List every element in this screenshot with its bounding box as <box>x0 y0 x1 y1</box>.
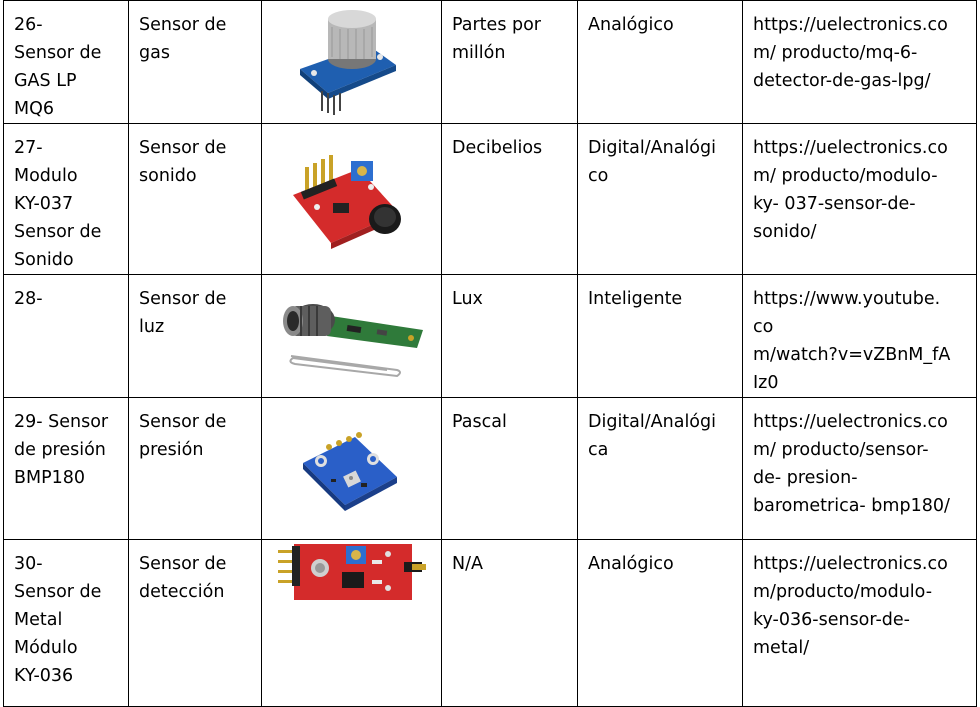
signal-type: Analógico <box>588 554 674 574</box>
signal-type: Digital/Analógi co <box>588 138 716 186</box>
sensor-type-cell: Sensor de luz <box>128 274 262 398</box>
signal-type-cell: Analógico <box>577 539 743 707</box>
signal-type: Analógico <box>588 15 674 35</box>
sensor-type-cell: Sensor de presión <box>128 397 262 540</box>
sensor-image-cell <box>261 0 442 124</box>
light-sensor-image <box>282 304 423 378</box>
sensor-image-cell <box>261 539 442 707</box>
measurement-unit: Pascal <box>452 412 507 432</box>
sensor-name-cell: 29- Sensor de presión BMP180 <box>3 397 129 540</box>
measurement-unit: Partes por millón <box>452 15 542 63</box>
bmp180-pressure-sensor-image <box>302 431 397 511</box>
product-link[interactable]: https://uelectronics.co m/ producto/modu… <box>753 138 948 242</box>
sensor-name: 30- Sensor de Metal Módulo KY-036 <box>14 554 102 686</box>
sensor-type: Sensor de luz <box>139 289 227 337</box>
sensor-image-cell <box>261 397 442 540</box>
sensor-name: 28- <box>14 289 43 309</box>
sensor-type: Sensor de presión <box>139 412 227 460</box>
sensor-image-cell <box>261 123 442 275</box>
table-row: 30- Sensor de Metal Módulo KY-036 Sensor… <box>3 539 977 707</box>
signal-type-cell: Analógico <box>577 0 743 124</box>
link-cell: https://uelectronics.co m/ producto/mq-6… <box>742 0 977 124</box>
link-cell: https://uelectronics.co m/ producto/sens… <box>742 397 977 540</box>
sensor-type-cell: Sensor de detección <box>128 539 262 707</box>
link-cell: https://www.youtube. co m/watch?v=vZBnM_… <box>742 274 977 398</box>
link-cell: https://uelectronics.co m/producto/modul… <box>742 539 977 707</box>
mq6-gas-sensor-image <box>299 10 396 115</box>
sensor-name-cell: 28- <box>3 274 129 398</box>
sensor-type: Sensor de gas <box>139 15 227 63</box>
table-row: 27- Modulo KY-037 Sensor de Sonido Senso… <box>3 123 977 275</box>
measurement-unit-cell: Partes por millón <box>441 0 578 124</box>
sensor-name: 26- Sensor de GAS LP MQ6 <box>14 15 102 119</box>
product-link[interactable]: https://uelectronics.co m/producto/modul… <box>753 554 948 658</box>
signal-type-cell: Digital/Analógi co <box>577 123 743 275</box>
measurement-unit: Lux <box>452 289 483 309</box>
sensor-table: 26- Sensor de GAS LP MQ6 Sensor de gas <box>3 0 977 707</box>
measurement-unit-cell: N/A <box>441 539 578 707</box>
signal-type: Inteligente <box>588 289 683 309</box>
table-row: 29- Sensor de presión BMP180 Sensor de p… <box>3 397 977 540</box>
product-link[interactable]: https://uelectronics.co m/ producto/mq-6… <box>753 15 948 91</box>
product-link[interactable]: https://uelectronics.co m/ producto/sens… <box>753 412 950 516</box>
measurement-unit-cell: Lux <box>441 274 578 398</box>
ky036-metal-sensor-image <box>277 544 426 600</box>
sensor-name-cell: 30- Sensor de Metal Módulo KY-036 <box>3 539 129 707</box>
sensor-type: Sensor de sonido <box>139 138 227 186</box>
table-row: 26- Sensor de GAS LP MQ6 Sensor de gas <box>3 0 977 124</box>
sensor-type-cell: Sensor de gas <box>128 0 262 124</box>
signal-type-cell: Digital/Analógi ca <box>577 397 743 540</box>
sensor-type: Sensor de detección <box>139 554 227 602</box>
table-row: 28- Sensor de luz Lux <box>3 274 977 398</box>
sensor-name-cell: 27- Modulo KY-037 Sensor de Sonido <box>3 123 129 275</box>
signal-type-cell: Inteligente <box>577 274 743 398</box>
measurement-unit: Decibelios <box>452 138 543 158</box>
measurement-unit-cell: Decibelios <box>441 123 578 275</box>
measurement-unit-cell: Pascal <box>441 397 578 540</box>
sensor-name: 29- Sensor de presión BMP180 <box>14 412 109 488</box>
sensor-image-cell <box>261 274 442 398</box>
measurement-unit: N/A <box>452 554 483 574</box>
link-cell: https://uelectronics.co m/ producto/modu… <box>742 123 977 275</box>
product-link[interactable]: https://www.youtube. co m/watch?v=vZBnM_… <box>753 289 951 393</box>
sensor-type-cell: Sensor de sonido <box>128 123 262 275</box>
signal-type: Digital/Analógi ca <box>588 412 716 460</box>
ky037-sound-sensor-image <box>292 154 401 249</box>
sensor-name: 27- Modulo KY-037 Sensor de Sonido <box>14 138 102 270</box>
sensor-name-cell: 26- Sensor de GAS LP MQ6 <box>3 0 129 124</box>
